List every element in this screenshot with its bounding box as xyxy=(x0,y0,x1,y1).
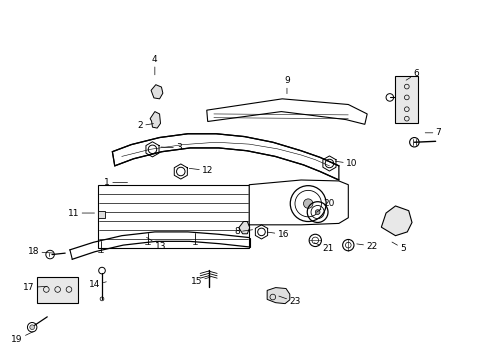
Polygon shape xyxy=(98,211,105,218)
Text: 1: 1 xyxy=(104,178,127,187)
Polygon shape xyxy=(151,85,163,99)
Polygon shape xyxy=(150,112,160,128)
Text: 4: 4 xyxy=(152,55,157,75)
Polygon shape xyxy=(266,288,289,303)
Text: 7: 7 xyxy=(425,128,441,137)
Circle shape xyxy=(315,210,319,215)
Polygon shape xyxy=(249,180,347,225)
Polygon shape xyxy=(206,99,366,124)
Text: 11: 11 xyxy=(68,208,94,217)
Polygon shape xyxy=(98,185,249,248)
Text: 17: 17 xyxy=(23,283,47,292)
Polygon shape xyxy=(112,134,338,180)
Text: 12: 12 xyxy=(189,166,213,175)
Text: 22: 22 xyxy=(356,242,377,251)
Text: 10: 10 xyxy=(335,159,357,168)
Polygon shape xyxy=(395,76,417,123)
Text: 23: 23 xyxy=(278,296,300,306)
Text: 19: 19 xyxy=(11,332,33,344)
Text: 16: 16 xyxy=(266,230,288,239)
Text: 21: 21 xyxy=(314,243,333,253)
Text: 14: 14 xyxy=(89,280,106,289)
Polygon shape xyxy=(238,221,249,234)
Circle shape xyxy=(303,199,312,208)
Text: 3: 3 xyxy=(161,143,182,152)
Text: 18: 18 xyxy=(28,247,53,256)
Circle shape xyxy=(30,325,35,329)
Text: 13: 13 xyxy=(146,237,166,251)
Polygon shape xyxy=(381,206,411,236)
Text: 15: 15 xyxy=(190,277,210,286)
Text: 5: 5 xyxy=(391,242,405,253)
Polygon shape xyxy=(37,277,78,303)
Text: 2: 2 xyxy=(137,121,153,130)
Text: 20: 20 xyxy=(316,199,334,212)
Text: 6: 6 xyxy=(405,69,418,80)
Text: 9: 9 xyxy=(284,76,289,94)
Text: 8: 8 xyxy=(234,228,252,237)
